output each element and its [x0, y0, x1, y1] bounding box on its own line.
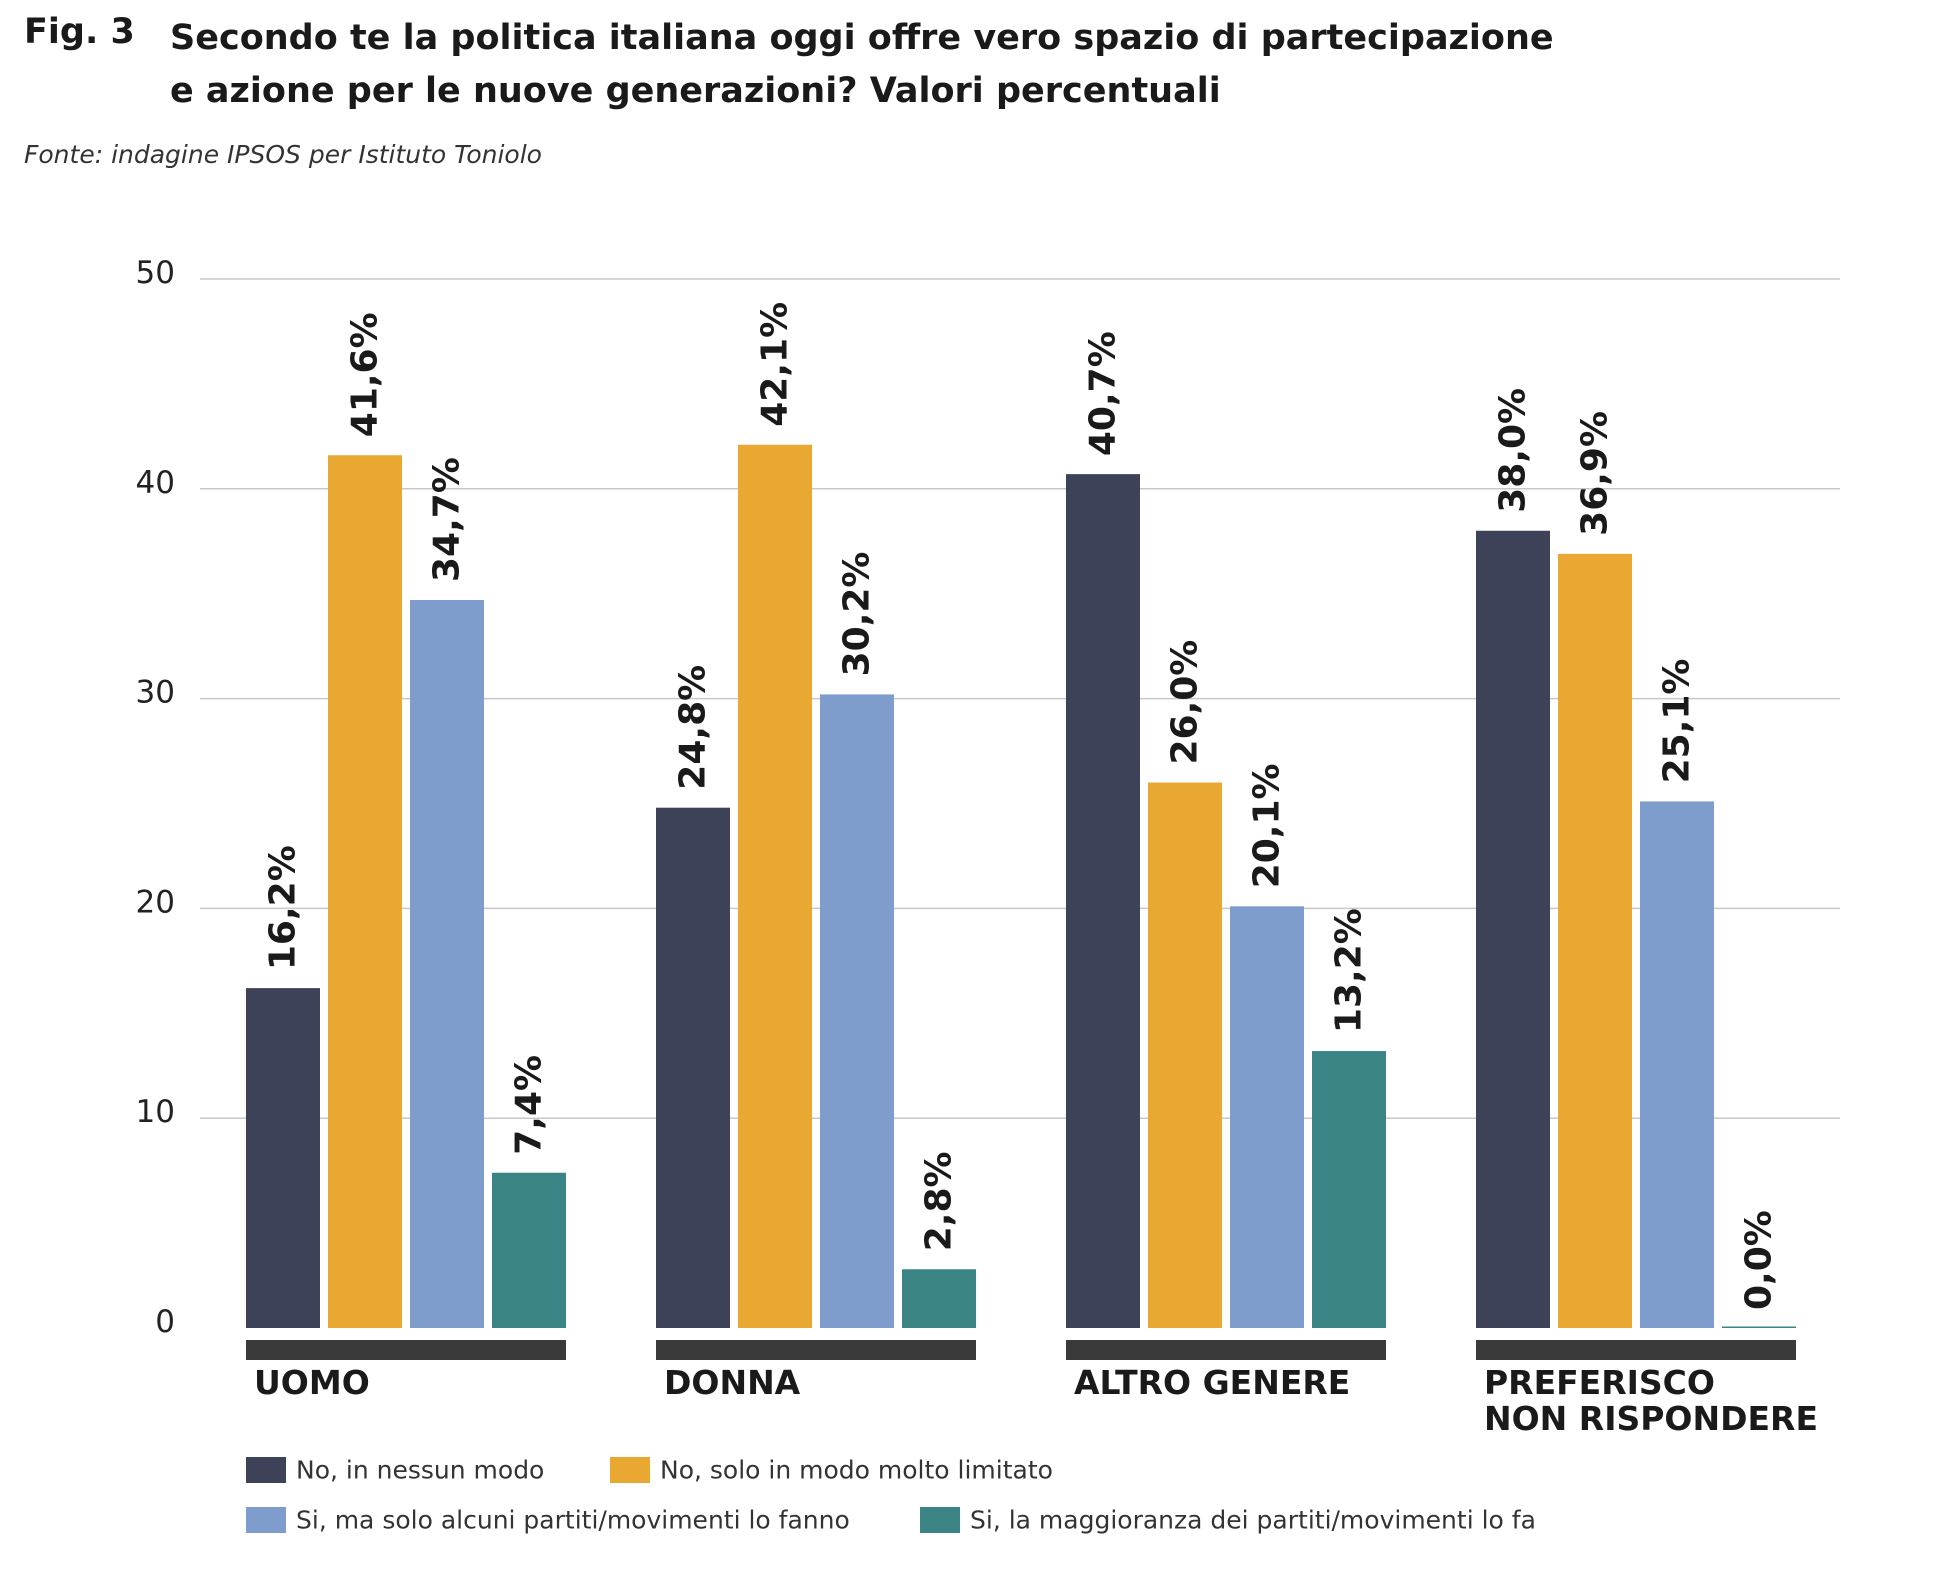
legend-label: Si, ma solo alcuni partiti/movimenti lo … — [296, 1506, 850, 1535]
legend-label: No, in nessun modo — [296, 1456, 544, 1485]
legend-swatch — [246, 1507, 286, 1533]
category-label: NON RISPONDERE — [1484, 1399, 1818, 1438]
y-tick-label: 10 — [136, 1094, 175, 1130]
bar — [820, 694, 894, 1328]
chart-title-line-1: Secondo te la politica italiana oggi off… — [170, 18, 1554, 58]
data-label: 0,0% — [1739, 1210, 1780, 1310]
category-label: DONNA — [664, 1363, 801, 1402]
chart-source: Fonte: indagine IPSOS per Istituto Tonio… — [24, 140, 542, 169]
bar — [1148, 782, 1222, 1328]
category-label: PREFERISCO — [1484, 1363, 1715, 1402]
y-tick-label: 20 — [136, 884, 175, 920]
data-label: 41,6% — [345, 312, 386, 437]
legend-label: No, solo in modo molto limitato — [660, 1456, 1053, 1485]
bar — [246, 988, 320, 1328]
data-label: 7,4% — [509, 1055, 550, 1155]
category-bar — [656, 1340, 976, 1360]
bar — [328, 455, 402, 1328]
bar — [492, 1172, 566, 1328]
category-label: UOMO — [254, 1363, 370, 1402]
data-label: 20,1% — [1247, 763, 1288, 888]
legend-swatch — [610, 1457, 650, 1483]
chart-title: Secondo te la politica italiana oggi off… — [170, 12, 1670, 118]
data-label: 38,0% — [1493, 388, 1534, 513]
bar — [1476, 530, 1550, 1328]
data-label: 30,2% — [837, 551, 878, 676]
y-tick-label: 50 — [136, 255, 175, 291]
data-label: 42,1% — [755, 302, 796, 427]
data-label: 34,7% — [427, 457, 468, 582]
bar — [410, 599, 484, 1328]
data-label: 26,0% — [1165, 640, 1206, 765]
bar — [1066, 474, 1140, 1328]
bar — [1558, 553, 1632, 1328]
legend-swatch — [920, 1507, 960, 1533]
chart-title-line-2: e azione per le nuove generazioni? Valor… — [170, 71, 1221, 111]
bar — [1640, 801, 1714, 1328]
y-tick-label: 40 — [136, 465, 175, 501]
category-bar — [1066, 1340, 1386, 1360]
data-label: 13,2% — [1329, 908, 1370, 1033]
data-label: 36,9% — [1575, 411, 1616, 536]
data-label: 40,7% — [1083, 331, 1124, 456]
data-label: 24,8% — [673, 665, 714, 790]
bar — [1230, 906, 1304, 1328]
data-label: 16,2% — [263, 845, 304, 970]
category-bar — [1476, 1340, 1796, 1360]
legend-label: Si, la maggioranza dei partiti/movimenti… — [970, 1506, 1536, 1535]
bar — [738, 444, 812, 1328]
bar — [1312, 1051, 1386, 1328]
category-label: ALTRO GENERE — [1074, 1363, 1350, 1402]
bar — [1722, 1326, 1796, 1328]
figure-label: Fig. 3 — [24, 12, 135, 52]
bar — [656, 807, 730, 1328]
legend-swatch — [246, 1457, 286, 1483]
data-label: 2,8% — [919, 1151, 960, 1251]
data-label: 25,1% — [1657, 658, 1698, 783]
bar — [902, 1269, 976, 1328]
category-bar — [246, 1340, 566, 1360]
y-tick-label: 30 — [136, 675, 175, 711]
y-tick-label: 0 — [155, 1304, 175, 1340]
